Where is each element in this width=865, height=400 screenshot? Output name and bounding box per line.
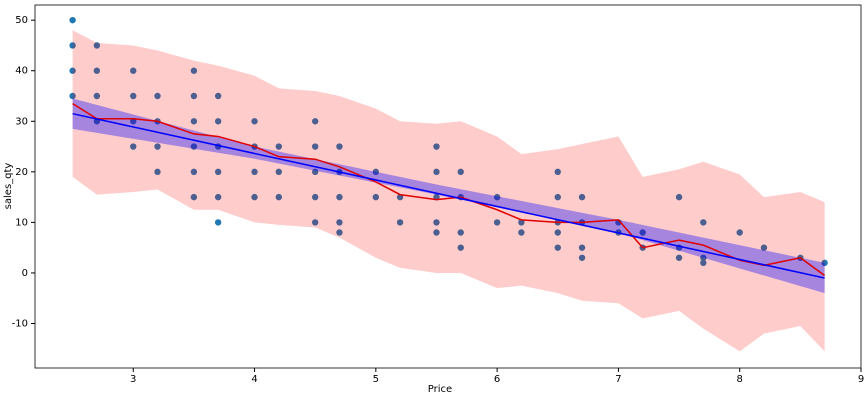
point — [372, 168, 380, 176]
point — [457, 244, 464, 251]
point — [190, 67, 198, 74]
point — [675, 254, 683, 261]
point — [396, 219, 404, 226]
point — [190, 92, 198, 100]
y-tick-label: 0 — [22, 268, 28, 279]
point — [700, 219, 707, 226]
point — [69, 16, 76, 24]
point — [214, 92, 222, 100]
point — [93, 92, 101, 100]
point — [190, 193, 198, 201]
point — [190, 143, 198, 150]
point — [336, 193, 343, 201]
point — [275, 193, 282, 201]
point — [493, 193, 501, 201]
point — [518, 219, 525, 226]
point — [251, 118, 258, 125]
point — [311, 219, 319, 226]
point — [554, 193, 561, 201]
point — [736, 229, 743, 236]
point — [190, 168, 198, 176]
point — [311, 118, 319, 125]
point — [675, 193, 683, 201]
point — [639, 229, 646, 236]
point — [214, 219, 222, 226]
point — [372, 193, 380, 201]
point — [275, 143, 282, 150]
x-tick-label: 9 — [858, 374, 864, 385]
point — [578, 254, 586, 261]
mean-line — [72, 102, 826, 277]
point — [578, 244, 586, 251]
point — [69, 42, 76, 49]
error-band — [72, 30, 825, 352]
point — [457, 168, 464, 176]
point — [275, 168, 282, 176]
point — [433, 168, 440, 176]
regression-line — [72, 112, 825, 279]
point — [154, 92, 161, 100]
y-axis-label: sales_qty — [3, 163, 14, 210]
x-tick-label: 7 — [615, 374, 621, 385]
point — [311, 193, 319, 201]
point — [433, 219, 440, 226]
plot-frame — [34, 4, 862, 369]
point — [760, 244, 768, 251]
point — [336, 143, 343, 150]
point — [251, 193, 258, 201]
y-tick-label: 40 — [15, 66, 28, 77]
point — [69, 67, 76, 74]
x-tick-label: 3 — [130, 374, 136, 385]
point — [214, 118, 222, 125]
point — [190, 118, 198, 125]
point — [493, 219, 501, 226]
point — [311, 143, 319, 150]
point — [130, 143, 137, 150]
point — [154, 143, 161, 150]
point — [130, 67, 137, 74]
point — [93, 42, 101, 49]
y-tick-label: -10 — [12, 319, 28, 330]
point — [554, 168, 561, 176]
point — [214, 193, 222, 201]
point — [154, 168, 161, 176]
point — [457, 229, 464, 236]
x-tick-label: 4 — [251, 374, 257, 385]
point — [311, 168, 319, 176]
point — [93, 67, 101, 74]
point — [554, 229, 561, 236]
point — [433, 229, 440, 236]
point — [251, 168, 258, 176]
point — [700, 259, 707, 267]
x-tick-label: 5 — [373, 374, 379, 385]
point — [336, 229, 343, 236]
point — [130, 92, 137, 100]
point — [336, 219, 343, 226]
point — [214, 168, 222, 176]
y-tick-label: 10 — [15, 217, 28, 228]
point — [433, 143, 440, 150]
y-tick-label: 30 — [15, 116, 28, 127]
y-tick-label: 20 — [15, 167, 28, 178]
x-tick-label: 8 — [737, 374, 743, 385]
point — [518, 229, 525, 236]
point — [69, 92, 76, 100]
point — [130, 118, 137, 125]
point — [821, 259, 828, 267]
point — [554, 244, 561, 251]
x-tick-label: 6 — [494, 374, 500, 385]
point — [578, 193, 586, 201]
y-tick-label: 50 — [15, 15, 28, 26]
x-axis-label: Price — [428, 384, 452, 395]
point — [700, 254, 707, 261]
